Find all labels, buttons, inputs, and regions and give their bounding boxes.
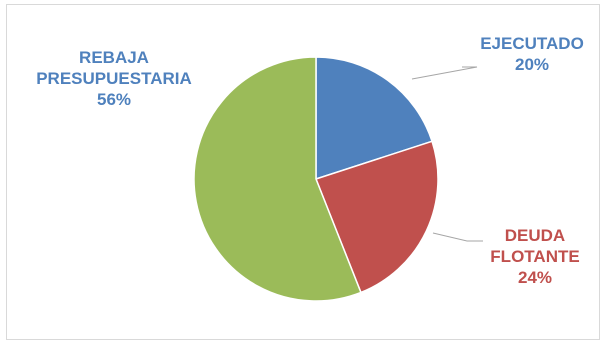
pie-slice-rebaja-presupuestaria [193, 56, 362, 302]
slice-name-label-rebaja-presupuestaria: PRESUPUESTARIA [36, 69, 192, 88]
slice-percent-label-rebaja-presupuestaria: 56% [97, 90, 131, 109]
leader-line-deuda-flotante [432, 232, 483, 242]
pie-slices [193, 56, 439, 302]
chart-frame: EJECUTADO 20% DEUDA FLOTANTE 24% REBAJA PRESUP… [6, 4, 600, 340]
pie-chart: EJECUTADO 20% DEUDA FLOTANTE 24% REBAJA PRESUP… [36, 34, 584, 302]
slice-name-label-deuda-flotante: FLOTANTE [490, 247, 579, 266]
slice-percent-label-ejecutado: 20% [515, 55, 549, 74]
slice-name-label-deuda-flotante: DEUDA [505, 226, 565, 245]
slice-percent-label-deuda-flotante: 24% [518, 268, 552, 287]
leader-lines [411, 66, 483, 242]
slice-name-label-rebaja-presupuestaria: REBAJA [79, 48, 149, 67]
slice-name-label-ejecutado: EJECUTADO [480, 34, 584, 53]
pie-slice-ejecutado [315, 56, 433, 181]
slice-labels: EJECUTADO 20% DEUDA FLOTANTE 24% REBAJA PRESUP… [36, 34, 584, 287]
leader-line-ejecutado [411, 66, 478, 80]
